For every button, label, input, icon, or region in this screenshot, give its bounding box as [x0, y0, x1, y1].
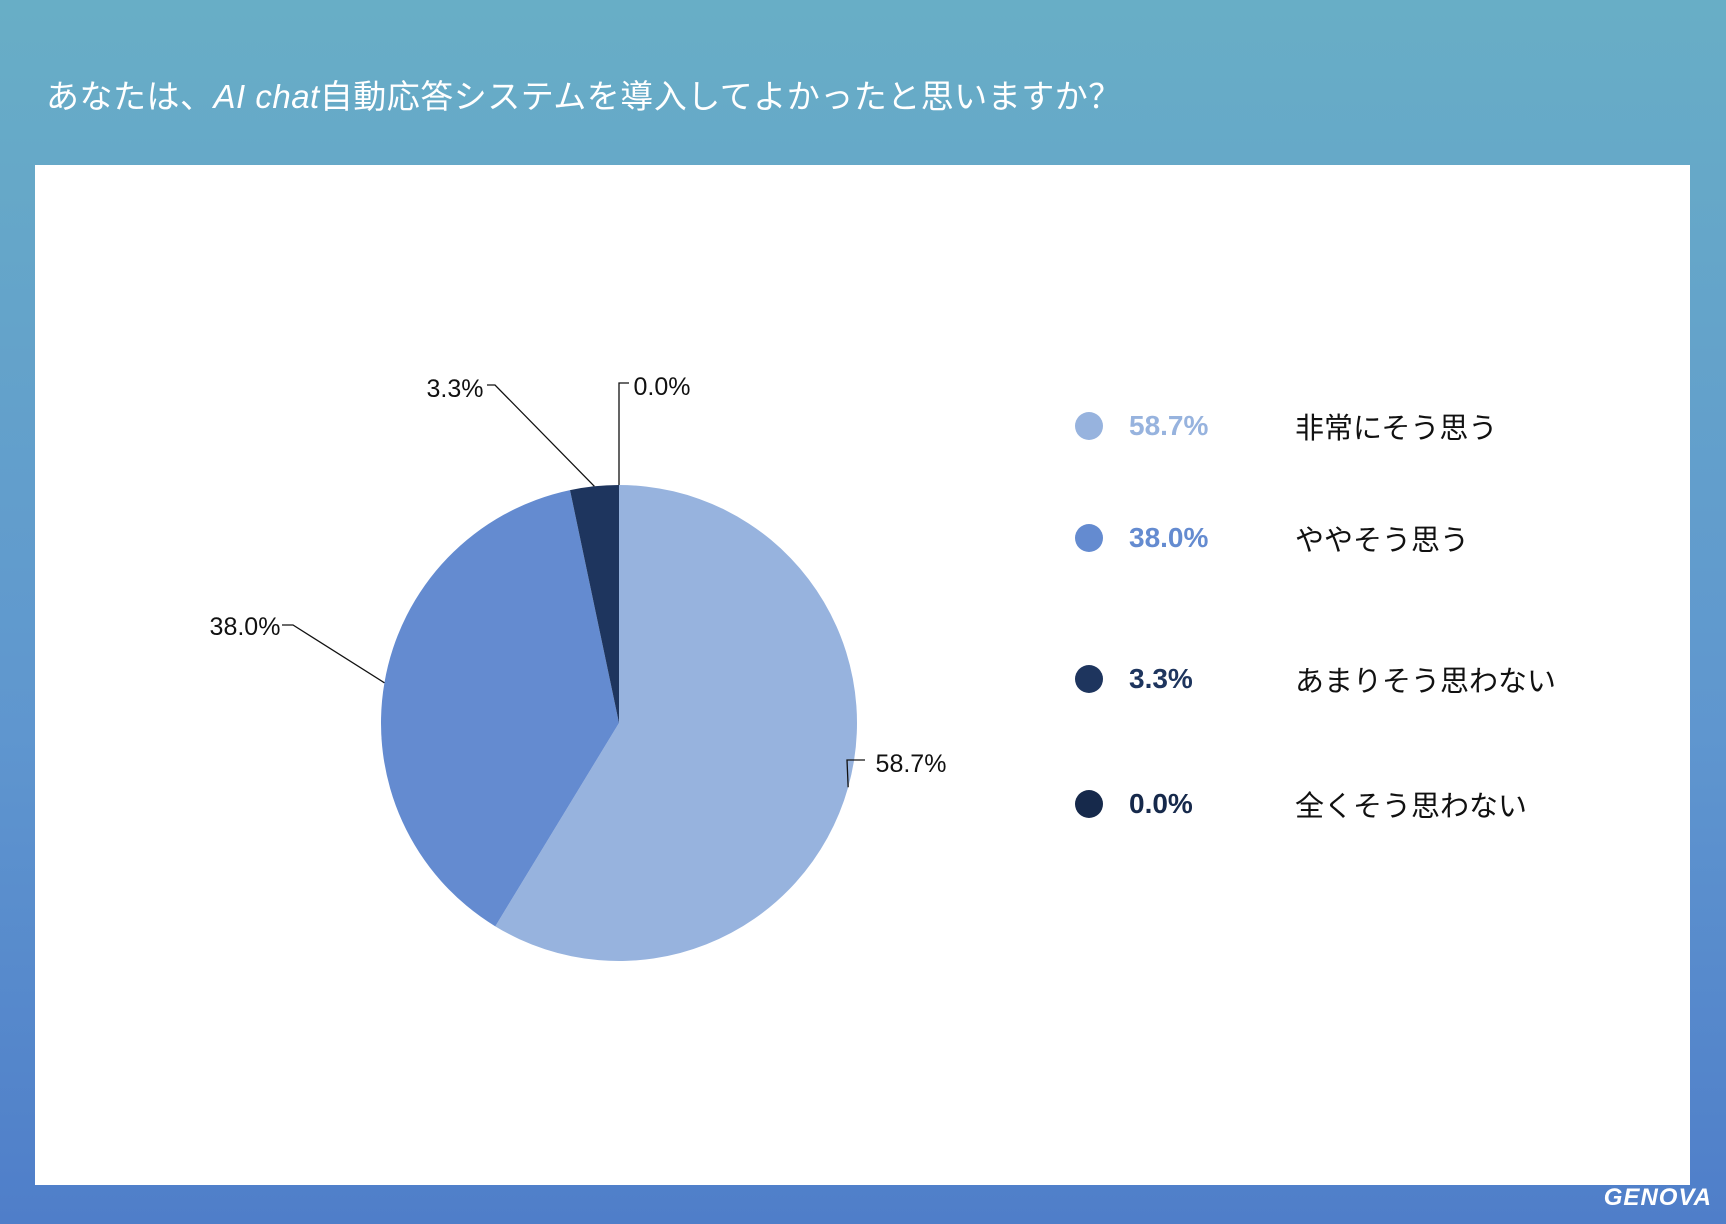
legend-percent: 0.0%	[1129, 788, 1193, 819]
pie-slice-0	[495, 485, 857, 961]
legend-label: あまりそう思わない	[1295, 664, 1557, 698]
legend-label: 全くそう思わない	[1295, 789, 1528, 823]
legend-label: 非常にそう思う	[1295, 411, 1498, 445]
leader-line-1	[282, 624, 385, 684]
data-label-0: 58.7%	[876, 750, 947, 778]
data-label-3: 0.0%	[634, 373, 691, 401]
title-prefix: あなたは、	[46, 77, 214, 116]
legend-item-not-at-all: 0.0% 全くそう思わない	[1075, 784, 1527, 824]
leader-line-2	[487, 384, 595, 487]
data-label-1: 38.0%	[210, 613, 281, 641]
legend-swatch	[1075, 665, 1103, 693]
brand-logo: GENOVA	[1603, 1184, 1712, 1211]
legend-swatch	[1075, 412, 1103, 440]
legend-label: ややそう思う	[1295, 523, 1470, 557]
legend-percent: 58.7%	[1129, 410, 1209, 441]
legend-percent: 3.3%	[1129, 663, 1193, 694]
legend-item-not-much: 3.3% あまりそう思わない	[1075, 659, 1556, 699]
pie-slice-1	[380, 490, 619, 927]
legend-percent: 38.0%	[1129, 522, 1209, 553]
legend: 58.7% 非常にそう思う 38.0% ややそう思う 3.3% あまりそう思わな…	[35, 165, 1690, 1185]
pie-slice-2	[570, 485, 619, 723]
legend-swatch	[1075, 790, 1103, 818]
legend-swatch	[1075, 524, 1103, 552]
leader-line-3	[618, 382, 629, 485]
pie-chart: 58.7% 38.0% 3.3% 0.0%	[210, 373, 947, 961]
leader-line-0	[846, 759, 865, 788]
title-suffix: 自動応答システムを導入してよかったと思いますか？	[319, 77, 1122, 116]
chart-panel: 58.7% 38.0% 3.3% 0.0% 58.7% 非常にそう思う 38.0% や…	[35, 165, 1690, 1185]
data-label-2: 3.3%	[427, 375, 484, 403]
chart-title: あなたは、AI chat自動応答システムを導入してよかったと思いますか？	[46, 70, 1122, 118]
title-ai: AI chat	[213, 78, 320, 115]
legend-item-very-much: 58.7% 非常にそう思う	[1075, 406, 1497, 446]
legend-item-somewhat: 38.0% ややそう思う	[1075, 518, 1469, 558]
